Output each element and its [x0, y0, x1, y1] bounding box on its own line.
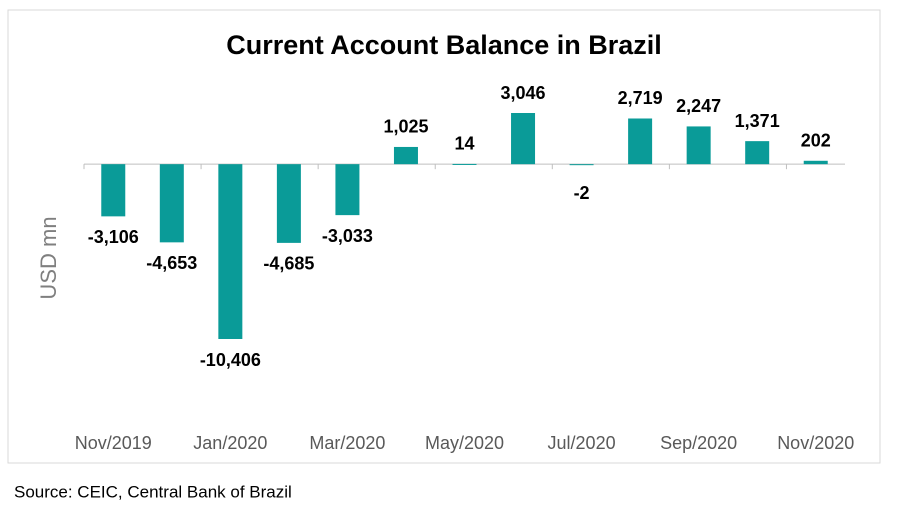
value-label: 202 — [801, 131, 831, 151]
bar — [569, 164, 594, 166]
x-tick-label: Jan/2020 — [193, 433, 267, 453]
bar — [452, 163, 477, 165]
source-note: Source: CEIC, Central Bank of Brazil — [14, 482, 292, 501]
value-label: 1,025 — [383, 117, 428, 137]
bar — [159, 164, 184, 243]
value-label: 2,719 — [618, 88, 663, 108]
value-label: -3,106 — [88, 227, 139, 247]
value-label: 14 — [454, 134, 474, 154]
bar — [511, 113, 536, 165]
value-label: -4,653 — [146, 253, 197, 273]
y-axis-label: USD mn — [36, 216, 61, 299]
value-label: 3,046 — [501, 83, 546, 103]
bar — [745, 141, 770, 165]
bar — [101, 164, 126, 217]
value-label: -3,033 — [322, 226, 373, 246]
x-tick-label: Jul/2020 — [548, 433, 616, 453]
bar — [335, 164, 360, 216]
value-label: -2 — [574, 183, 590, 203]
x-tick-label: Nov/2020 — [777, 433, 854, 453]
value-label: 2,247 — [676, 96, 721, 116]
bar — [628, 118, 653, 165]
x-tick-label: Nov/2019 — [75, 433, 152, 453]
bar — [393, 146, 418, 165]
chart-border — [7, 9, 881, 464]
value-label: -4,685 — [263, 254, 314, 274]
value-label: 1,371 — [735, 111, 780, 131]
bar — [218, 164, 243, 339]
value-label: -10,406 — [200, 350, 261, 370]
x-tick-label: Sep/2020 — [660, 433, 737, 453]
x-tick-label: Mar/2020 — [309, 433, 385, 453]
x-tick-label: May/2020 — [425, 433, 504, 453]
bar — [276, 164, 301, 243]
bar — [803, 160, 828, 165]
bar — [686, 126, 711, 165]
chart-title: Current Account Balance in Brazil — [226, 30, 662, 60]
